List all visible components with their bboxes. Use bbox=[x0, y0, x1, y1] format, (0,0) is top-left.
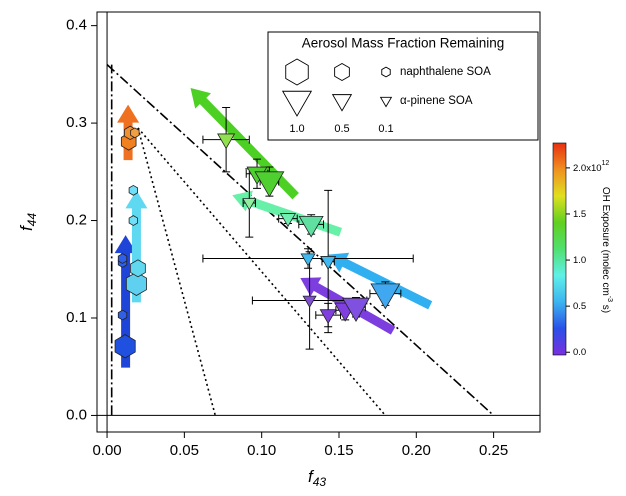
x-tick-label: 0.15 bbox=[324, 442, 353, 459]
reference-line bbox=[137, 127, 386, 416]
colorbar-tick-text: 2.0x10 bbox=[573, 162, 602, 173]
colorbar-label-text: OH Exposure (molec cm bbox=[600, 187, 611, 296]
colorbar-label-sup: -3 bbox=[606, 296, 613, 302]
triangle bbox=[298, 215, 324, 238]
legend-hexagon bbox=[285, 58, 309, 86]
y-tick-label: 0.0 bbox=[66, 406, 87, 423]
colorbar-tick-label: 0.5 bbox=[573, 301, 586, 312]
reference-line bbox=[106, 64, 495, 417]
y-axis-label: f44 bbox=[17, 213, 39, 231]
legend-triangle bbox=[379, 96, 393, 108]
x-axis-label: f43 bbox=[308, 467, 326, 489]
legend-title: Aerosol Mass Fraction Remaining bbox=[302, 36, 505, 51]
y-axis-label-base: f bbox=[17, 224, 36, 231]
legend-hexagon bbox=[334, 62, 350, 82]
y-tick-label: 0.2 bbox=[66, 212, 87, 229]
legend-hexagon bbox=[381, 66, 391, 78]
hexagon bbox=[130, 127, 140, 139]
legend-label: naphthalene SOA bbox=[400, 66, 491, 78]
colorbar-tick-text: 1.0 bbox=[573, 255, 586, 266]
colorbar-tick-text: 0.5 bbox=[573, 301, 586, 312]
arrow-head bbox=[114, 235, 137, 254]
plot-frame bbox=[96, 11, 541, 433]
triangle bbox=[302, 295, 317, 308]
colorbar-tick-exponent: 12 bbox=[602, 160, 610, 167]
triangle bbox=[341, 297, 371, 322]
legend-triangle bbox=[331, 94, 353, 112]
colorbar-tick-text: 0.0 bbox=[573, 347, 586, 358]
x-axis-label-sub: 43 bbox=[313, 475, 327, 489]
colorbar-label: OH Exposure (molec cm-3 s) bbox=[600, 187, 613, 313]
colorbar bbox=[552, 142, 567, 356]
x-axis-label-base: f bbox=[308, 467, 315, 486]
x-tick-label: 0.05 bbox=[170, 442, 199, 459]
hexagon bbox=[114, 334, 136, 359]
hexagon bbox=[130, 259, 146, 278]
y-tick-label: 0.1 bbox=[66, 309, 87, 326]
hexagon bbox=[128, 184, 138, 196]
legend-box bbox=[267, 31, 539, 141]
triangle bbox=[217, 133, 236, 150]
legend-triangle bbox=[281, 90, 313, 117]
legend-size-label: 1.0 bbox=[289, 123, 304, 135]
hexagon bbox=[128, 215, 138, 226]
reference-line bbox=[137, 127, 217, 416]
arrow-head bbox=[117, 104, 140, 123]
arrow-head bbox=[232, 190, 253, 212]
arrow-shaft bbox=[199, 97, 299, 200]
hexagon bbox=[125, 271, 147, 296]
colorbar-tick-label: 2.0x1012 bbox=[573, 160, 609, 174]
colorbar-tick-label: 0.0 bbox=[573, 347, 586, 358]
x-tick-label: 0.10 bbox=[247, 442, 276, 459]
triangle bbox=[320, 256, 337, 270]
y-tick-label: 0.4 bbox=[66, 17, 87, 34]
arrow-head bbox=[125, 190, 148, 209]
colorbar-label-tail: s) bbox=[600, 302, 611, 313]
colorbar-tick-label: 1.0 bbox=[573, 255, 586, 266]
legend-size-label: 0.5 bbox=[334, 123, 349, 135]
legend-size-label: 0.1 bbox=[378, 123, 393, 135]
x-tick-label: 0.25 bbox=[479, 442, 508, 459]
colorbar-tick-label: 1.5 bbox=[573, 208, 586, 219]
arrow-shaft bbox=[246, 196, 342, 237]
arrow-head bbox=[190, 88, 211, 109]
triangle bbox=[279, 213, 297, 228]
x-tick-label: 0.00 bbox=[92, 442, 121, 459]
colorbar-tick-text: 1.5 bbox=[573, 208, 586, 219]
hexagon bbox=[117, 253, 128, 264]
triangle bbox=[242, 198, 257, 211]
triangle bbox=[300, 253, 316, 267]
triangle bbox=[370, 283, 401, 310]
triangle bbox=[319, 309, 337, 325]
triangle bbox=[254, 171, 285, 198]
legend-label: α-pinene SOA bbox=[400, 95, 473, 107]
y-tick-label: 0.3 bbox=[66, 114, 87, 131]
y-axis-label-sub: 44 bbox=[25, 213, 39, 227]
x-tick-label: 0.20 bbox=[402, 442, 431, 459]
arrow-head bbox=[300, 277, 322, 297]
hexagon bbox=[117, 309, 128, 321]
